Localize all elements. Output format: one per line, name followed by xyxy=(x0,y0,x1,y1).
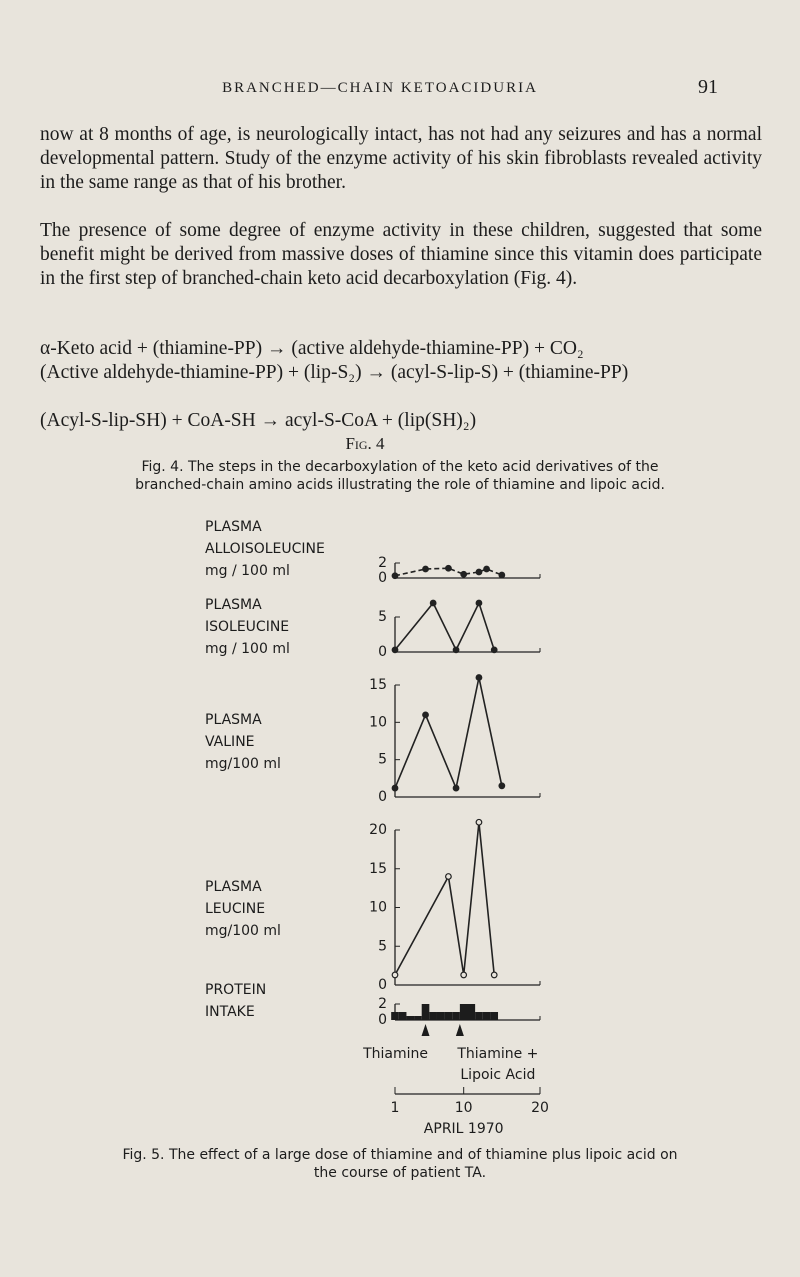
panel-label: INTAKE xyxy=(205,1004,255,1020)
data-point xyxy=(475,599,483,607)
data-point xyxy=(475,818,483,826)
bar xyxy=(398,1012,407,1020)
panel-label: ALLOISOLEUCINE xyxy=(205,541,325,557)
data-point xyxy=(460,570,468,578)
panel-label: PROTEIN xyxy=(205,982,266,998)
y-tick-label: 2 xyxy=(378,555,387,571)
paragraph: now at 8 months of age, is neurologicall… xyxy=(40,124,762,193)
equation: (Acyl-S-lip-SH) + CoA-SH → acyl-S-CoA + … xyxy=(40,410,477,431)
y-tick-label: 5 xyxy=(378,752,387,768)
bar xyxy=(444,1012,453,1020)
data-line xyxy=(394,677,503,791)
panel-label: VALINE xyxy=(205,734,255,750)
bar xyxy=(391,1012,399,1020)
data-point xyxy=(391,784,399,792)
page-number: 91 xyxy=(698,76,718,98)
y-tick-label: 0 xyxy=(378,570,387,586)
data-point xyxy=(391,572,399,580)
equation: α-Keto acid + (thiamine-PP) → (active al… xyxy=(40,338,584,359)
y-tick-label: 5 xyxy=(378,609,387,625)
bar xyxy=(429,1012,437,1020)
bar xyxy=(490,1012,499,1020)
y-tick-label: 0 xyxy=(378,789,387,805)
data-point xyxy=(460,971,468,979)
data-point xyxy=(490,971,498,979)
panel-label: mg / 100 ml xyxy=(205,563,290,579)
data-point xyxy=(475,568,483,576)
y-tick-label: 0 xyxy=(378,644,387,660)
running-title: BRANCHED—CHAIN KETOACIDURIA xyxy=(222,80,538,96)
panel-label: PLASMA xyxy=(205,519,262,535)
data-point xyxy=(498,571,506,579)
panel-label: mg/100 ml xyxy=(205,756,281,772)
data-point xyxy=(452,646,460,654)
x-axis-label: APRIL 1970 xyxy=(424,1121,504,1137)
data-line xyxy=(394,600,495,652)
y-tick-label: 15 xyxy=(369,861,387,877)
figure-caption: Fig. 5. The effect of a large dose of th… xyxy=(122,1147,678,1181)
event-arrow xyxy=(455,1024,464,1036)
paragraph: The presence of some degree of enzyme ac… xyxy=(40,220,762,289)
bar xyxy=(406,1016,415,1020)
data-point xyxy=(391,971,399,979)
x-tick-label: 1 xyxy=(391,1100,400,1116)
data-point xyxy=(490,646,498,654)
event-arrow xyxy=(421,1024,430,1036)
data-line xyxy=(394,822,496,976)
y-tick-label: 5 xyxy=(378,938,387,954)
bar xyxy=(482,1012,491,1020)
y-tick-label: 2 xyxy=(378,996,387,1012)
data-point xyxy=(445,564,452,572)
bar xyxy=(436,1012,445,1020)
data-point xyxy=(483,565,490,573)
bar xyxy=(459,1004,468,1020)
data-point xyxy=(445,873,452,880)
panel-label: mg / 100 ml xyxy=(205,641,290,657)
bar xyxy=(452,1012,460,1020)
data-point xyxy=(391,646,399,654)
figure-caption: Fig. 4. The steps in the decarboxylation… xyxy=(135,459,665,493)
panel-label: mg/100 ml xyxy=(205,923,281,939)
x-tick-label: 10 xyxy=(455,1100,473,1116)
bar xyxy=(475,1012,483,1020)
data-point xyxy=(475,674,483,681)
y-tick-label: 10 xyxy=(369,714,387,730)
panel-label: PLASMA xyxy=(205,879,262,895)
event-label: Lipoic Acid xyxy=(460,1067,535,1083)
panel-label: LEUCINE xyxy=(205,901,265,917)
data-point xyxy=(452,784,460,792)
data-point xyxy=(422,565,429,573)
data-point xyxy=(422,711,429,719)
event-label: Thiamine + xyxy=(456,1046,538,1062)
y-tick-label: 15 xyxy=(369,677,387,693)
bar xyxy=(467,1004,476,1020)
event-label: Thiamine xyxy=(362,1046,428,1062)
figure-label: Fig. 4 xyxy=(345,434,385,453)
panel-label: ISOLEUCINE xyxy=(205,619,289,635)
y-tick-label: 0 xyxy=(378,977,387,993)
bar xyxy=(414,1016,422,1020)
y-tick-label: 10 xyxy=(369,900,387,916)
panel-label: PLASMA xyxy=(205,597,262,613)
y-tick-label: 20 xyxy=(369,822,387,838)
x-tick-label: 20 xyxy=(531,1100,549,1116)
data-point xyxy=(498,782,506,790)
panel-label: PLASMA xyxy=(205,712,262,728)
bar xyxy=(421,1004,430,1020)
equation: (Active aldehyde-thiamine-PP) + (lip-S₂)… xyxy=(40,362,629,383)
y-tick-label: 0 xyxy=(378,1012,387,1028)
data-point xyxy=(429,599,437,607)
